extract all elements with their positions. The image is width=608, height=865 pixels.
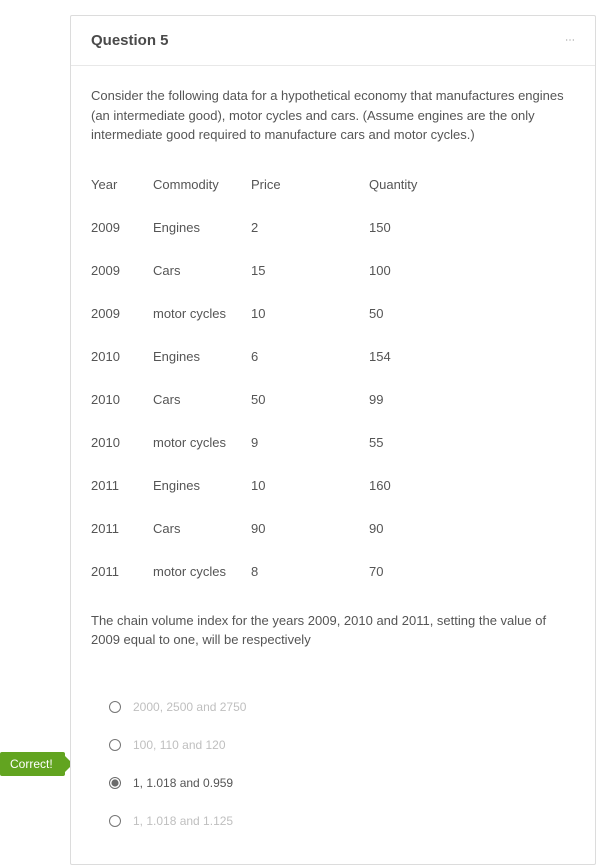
- cell: Engines: [153, 335, 251, 378]
- cell: 2011: [91, 464, 153, 507]
- table-body: 2009Engines2150 2009Cars15100 2009motor …: [91, 206, 449, 593]
- cell: 50: [369, 292, 449, 335]
- col-price: Price: [251, 163, 369, 206]
- question-outro: The chain volume index for the years 200…: [91, 611, 575, 650]
- feedback-badge: Correct!: [0, 752, 65, 776]
- option-3[interactable]: 1, 1.018 and 1.125: [109, 802, 575, 840]
- cell: motor cycles: [153, 421, 251, 464]
- options-list: 2000, 2500 and 2750 100, 110 and 120 1, …: [91, 688, 575, 840]
- option-label: 2000, 2500 and 2750: [133, 700, 246, 714]
- cell: 90: [369, 507, 449, 550]
- table-row: 2009Engines2150: [91, 206, 449, 249]
- col-commodity: Commodity: [153, 163, 251, 206]
- cell: Cars: [153, 249, 251, 292]
- option-radio[interactable]: [109, 739, 121, 751]
- question-card: Question 5 ⋯ Consider the following data…: [70, 15, 596, 865]
- table-header-row: Year Commodity Price Quantity: [91, 163, 449, 206]
- cell: 2: [251, 206, 369, 249]
- card-body: Consider the following data for a hypoth…: [71, 66, 595, 864]
- collapse-icon[interactable]: ⋯: [565, 35, 575, 46]
- cell: 2010: [91, 378, 153, 421]
- option-radio[interactable]: [109, 777, 121, 789]
- cell: 15: [251, 249, 369, 292]
- option-label: 100, 110 and 120: [133, 738, 226, 752]
- question-intro: Consider the following data for a hypoth…: [91, 86, 575, 145]
- table-row: 2009motor cycles1050: [91, 292, 449, 335]
- cell: Engines: [153, 464, 251, 507]
- cell: 150: [369, 206, 449, 249]
- cell: 2009: [91, 206, 153, 249]
- option-2[interactable]: 1, 1.018 and 0.959: [109, 764, 575, 802]
- cell: 8: [251, 550, 369, 593]
- cell: 2010: [91, 335, 153, 378]
- cell: Engines: [153, 206, 251, 249]
- question-title: Question 5: [91, 32, 169, 49]
- option-label: 1, 1.018 and 1.125: [133, 814, 233, 828]
- table-row: 2011Engines10160: [91, 464, 449, 507]
- cell: 10: [251, 464, 369, 507]
- table-row: 2010Cars5099: [91, 378, 449, 421]
- cell: 70: [369, 550, 449, 593]
- table-row: 2011motor cycles870: [91, 550, 449, 593]
- option-1[interactable]: 100, 110 and 120: [109, 726, 575, 764]
- table-row: 2009Cars15100: [91, 249, 449, 292]
- cell: 2011: [91, 550, 153, 593]
- col-year: Year: [91, 163, 153, 206]
- cell: motor cycles: [153, 550, 251, 593]
- cell: 2010: [91, 421, 153, 464]
- cell: 2011: [91, 507, 153, 550]
- option-label: 1, 1.018 and 0.959: [133, 776, 233, 790]
- cell: 50: [251, 378, 369, 421]
- cell: 100: [369, 249, 449, 292]
- table-row: 2010Engines6154: [91, 335, 449, 378]
- option-radio[interactable]: [109, 701, 121, 713]
- cell: 9: [251, 421, 369, 464]
- cell: 160: [369, 464, 449, 507]
- col-quantity: Quantity: [369, 163, 449, 206]
- cell: 154: [369, 335, 449, 378]
- option-radio[interactable]: [109, 815, 121, 827]
- cell: 6: [251, 335, 369, 378]
- table-row: 2011Cars9090: [91, 507, 449, 550]
- card-header: Question 5 ⋯: [71, 16, 595, 66]
- cell: 2009: [91, 249, 153, 292]
- cell: Cars: [153, 378, 251, 421]
- cell: 90: [251, 507, 369, 550]
- cell: Cars: [153, 507, 251, 550]
- cell: 10: [251, 292, 369, 335]
- option-0[interactable]: 2000, 2500 and 2750: [109, 688, 575, 726]
- cell: motor cycles: [153, 292, 251, 335]
- cell: 55: [369, 421, 449, 464]
- cell: 2009: [91, 292, 153, 335]
- cell: 99: [369, 378, 449, 421]
- table-row: 2010motor cycles955: [91, 421, 449, 464]
- data-table: Year Commodity Price Quantity 2009Engine…: [91, 163, 449, 593]
